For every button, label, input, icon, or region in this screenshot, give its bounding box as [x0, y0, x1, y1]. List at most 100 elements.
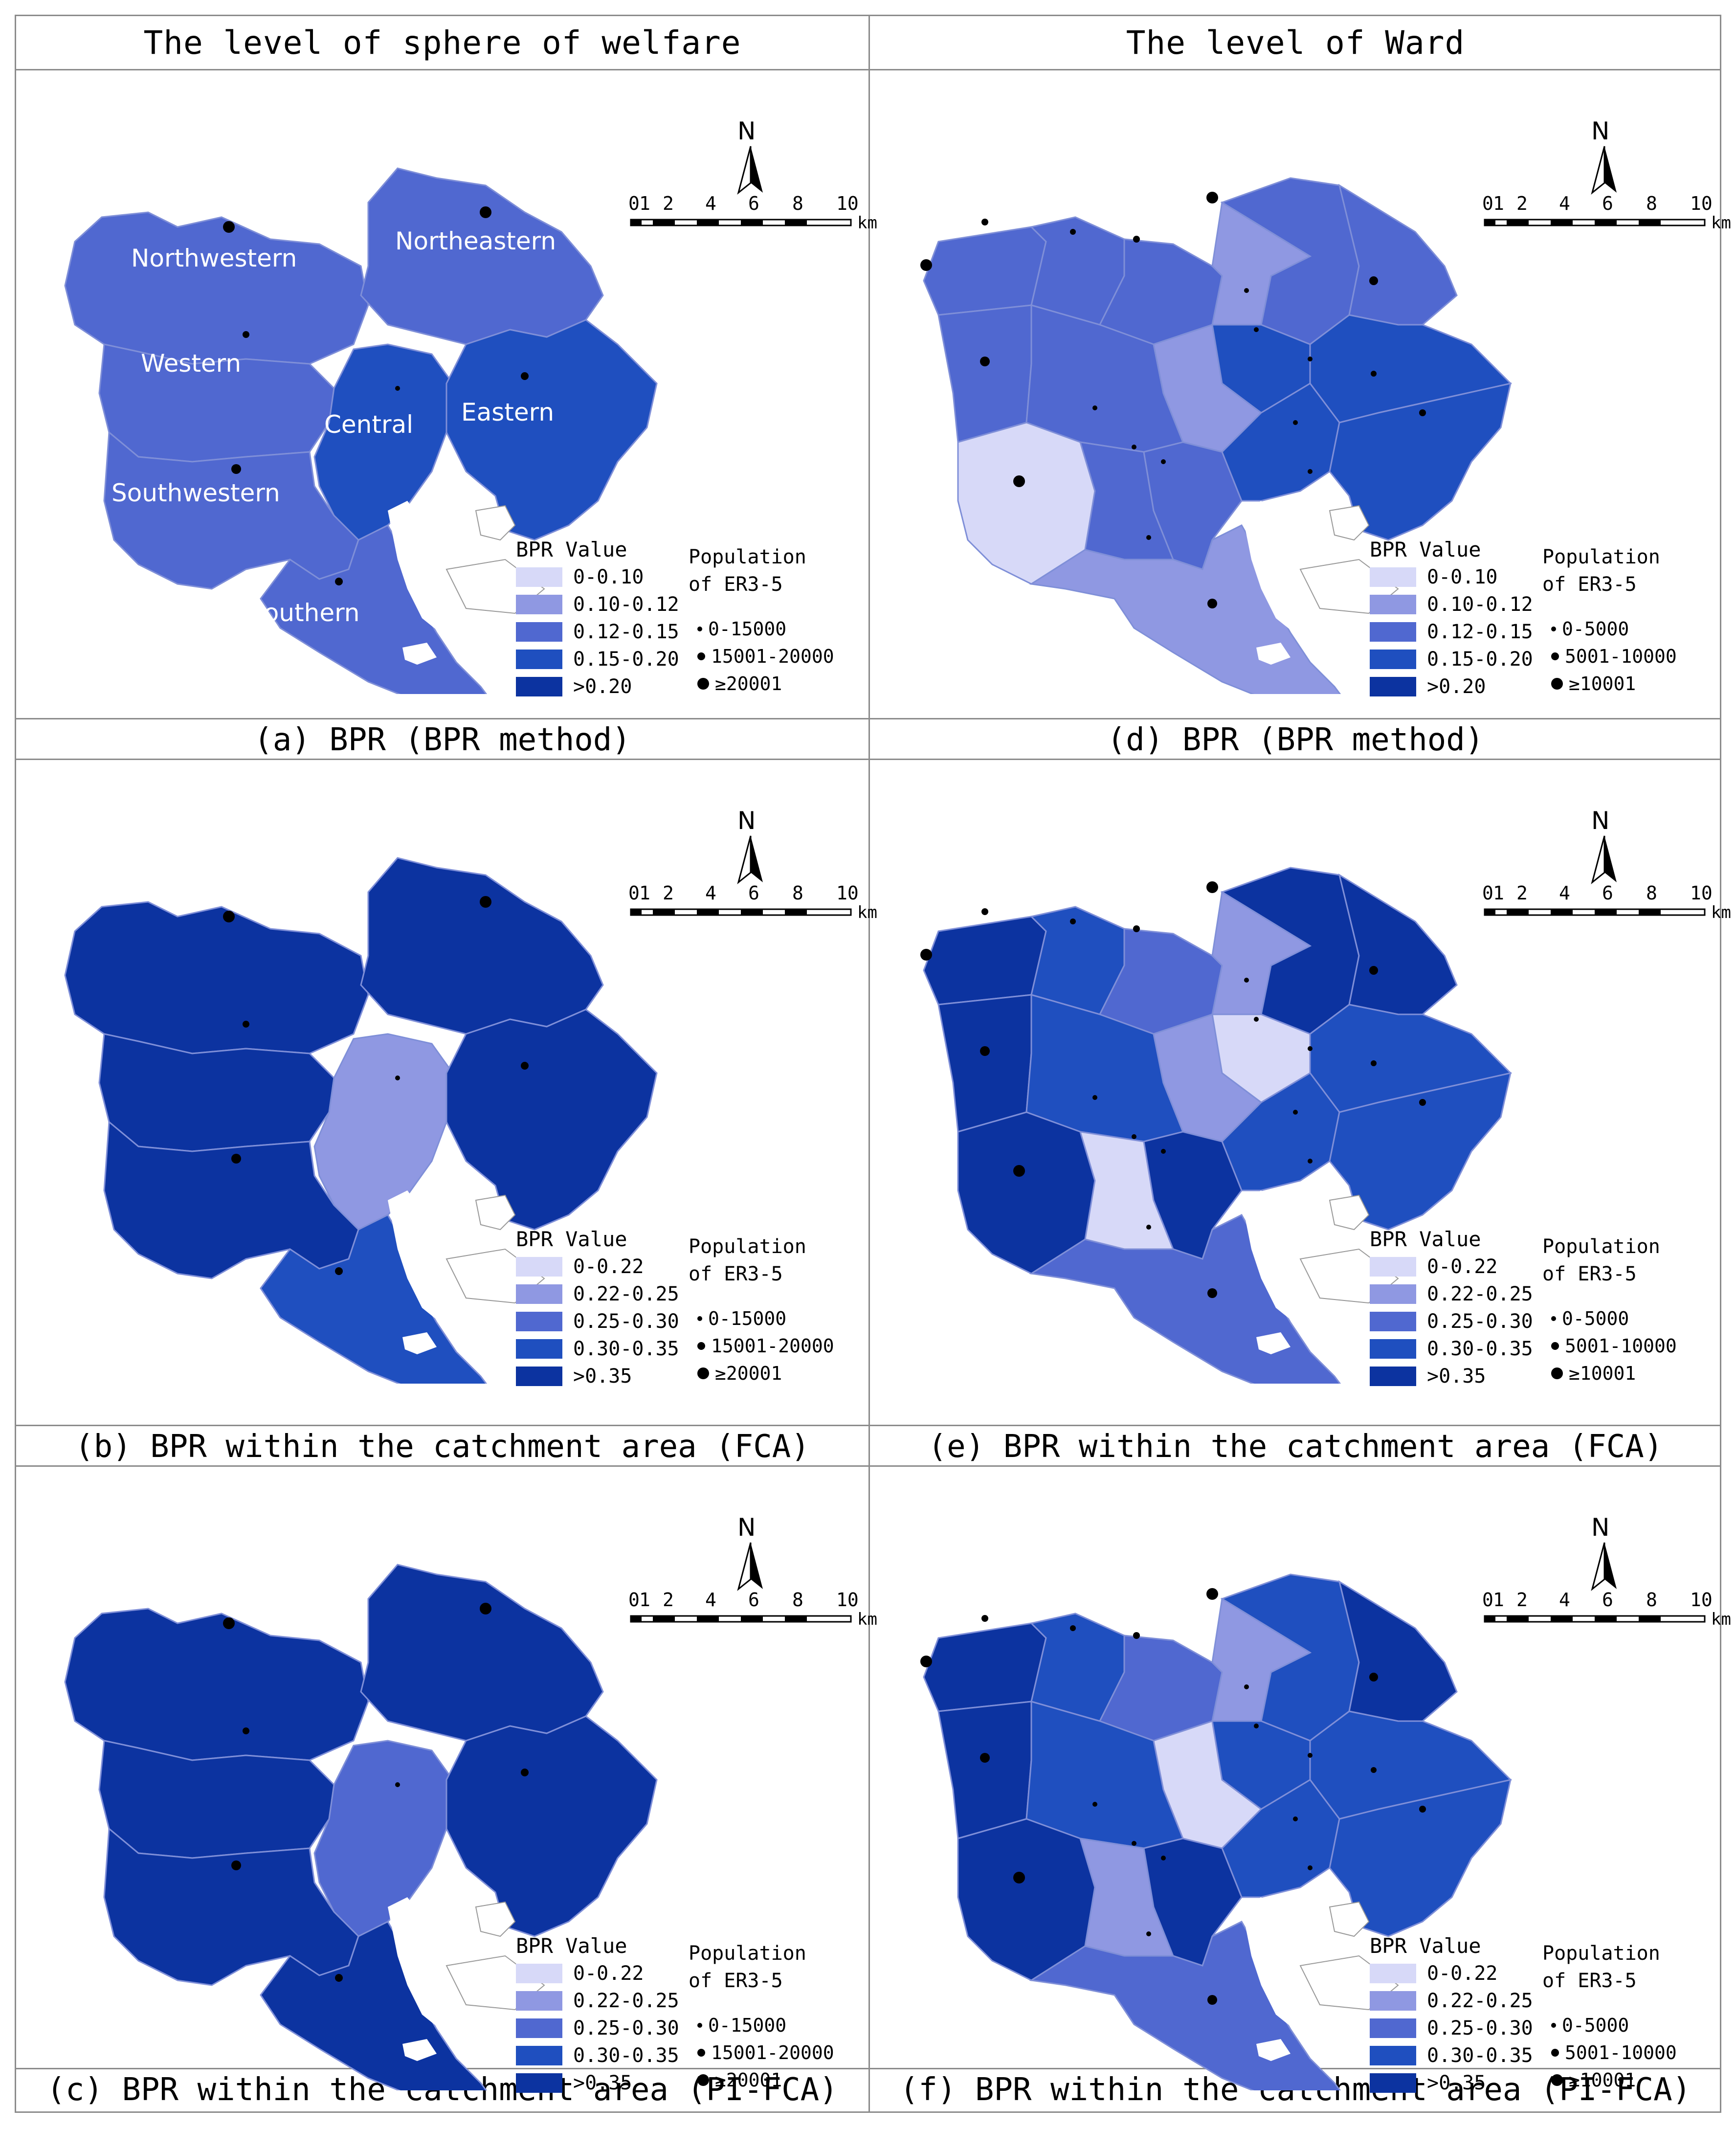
scale-tick-label: 4	[1559, 1589, 1570, 1611]
population-dot	[1419, 1099, 1426, 1106]
population-row: ≥10001	[1551, 673, 1636, 695]
population-dot	[1254, 1017, 1259, 1022]
region-eastern	[445, 319, 658, 541]
scale-tick-label: 4	[705, 193, 716, 214]
scale-tick-label: 10	[836, 1589, 859, 1611]
population-dot-icon	[697, 1367, 709, 1379]
legend-swatch	[1370, 595, 1416, 614]
population-dot	[981, 219, 988, 225]
population-dot	[1146, 535, 1151, 540]
population-dot	[1161, 459, 1166, 464]
legend-row: 0-0.10	[1370, 566, 1498, 588]
legend-swatch	[516, 2073, 562, 2093]
legend-row: 0.30-0.35	[516, 2044, 679, 2067]
legend-label: 0.15-0.20	[573, 648, 679, 671]
population-row: 0-5000	[1551, 2015, 1629, 2036]
population-dot	[223, 221, 235, 233]
legend-row: >0.35	[1370, 1365, 1486, 1388]
ward-polygon	[1329, 1072, 1512, 1231]
scale-tick-label: 1	[1493, 882, 1504, 904]
population-label: 0-15000	[708, 1308, 787, 1329]
legend-row: 0-0.22	[516, 1962, 644, 1985]
population-dot	[1132, 1134, 1136, 1139]
legend-label: 0.22-0.25	[573, 1283, 679, 1305]
population-dot	[1293, 420, 1298, 425]
population-label: 0-5000	[1562, 1308, 1629, 1329]
population-dot	[223, 911, 235, 922]
scale-tick-label: 0	[1482, 882, 1493, 904]
legend-title: BPR Value	[516, 538, 627, 561]
scale-unit-label: km	[857, 1610, 877, 1629]
population-title-2: of ER3-5	[1542, 573, 1637, 596]
population-dot	[980, 1753, 990, 1763]
north-arrow-icon	[1591, 146, 1617, 195]
population-row: 15001-20000	[697, 1335, 834, 1357]
legend-swatch	[1370, 650, 1416, 669]
legend-label: 0.10-0.12	[1427, 593, 1533, 616]
north-label: N	[1591, 807, 1610, 835]
population-dot	[1070, 919, 1076, 924]
legend-label: 0-0.10	[573, 566, 644, 588]
map-panel-a: Northwestern Northeastern Western Central Ea…	[16, 70, 877, 698]
legend-row: >0.35	[1370, 2072, 1486, 2094]
ward-polygon	[937, 1701, 1032, 1839]
legend-swatch	[1370, 622, 1416, 642]
legend-row: 0-0.10	[516, 566, 644, 588]
figure-panel: The level of sphere of welfare The level…	[15, 15, 1731, 2113]
population-dot-icon	[697, 2074, 709, 2086]
legend-title: BPR Value	[516, 1227, 627, 1251]
legend-row: 0.25-0.30	[516, 2017, 679, 2039]
population-label: ≥10001	[1569, 2069, 1636, 2091]
scale-bar	[630, 219, 852, 226]
population-dot-icon	[1551, 2023, 1556, 2028]
population-dot	[920, 1656, 932, 1667]
legend-row: 0.12-0.15	[516, 621, 679, 643]
population-row: 15001-20000	[697, 646, 834, 667]
legend-row: >0.20	[516, 675, 632, 698]
legend-label: 0.25-0.30	[573, 2017, 679, 2039]
population-label: 15001-20000	[711, 1335, 834, 1357]
scale-tick-label: 8	[1646, 882, 1657, 904]
population-row: 5001-10000	[1551, 2042, 1677, 2063]
population-title-2: of ER3-5	[1542, 1263, 1637, 1285]
region-northeastern	[360, 167, 604, 345]
population-dot	[231, 464, 241, 474]
population-dot-icon	[1551, 627, 1556, 631]
population-dot	[1254, 1724, 1259, 1728]
legend-row: 0.25-0.30	[1370, 1310, 1533, 1333]
ward-polygon	[1329, 1779, 1512, 1937]
legend-label: >0.20	[1427, 675, 1486, 698]
header-right: The level of Ward	[1126, 23, 1465, 62]
population-dot	[1371, 1767, 1377, 1773]
scale-tick-label: 6	[1602, 193, 1613, 214]
population-label: ≥10001	[1569, 673, 1636, 695]
population-label: ≥20001	[715, 1363, 782, 1384]
legend-swatch	[1370, 1964, 1416, 1983]
ward-polygon	[1338, 1580, 1458, 1722]
choropleth-map	[64, 1564, 658, 2090]
region-label: Western	[141, 349, 242, 378]
scale-tick-label: 2	[1516, 1589, 1528, 1611]
scale-tick-label: 6	[748, 1589, 759, 1611]
scale-tick-label: 8	[792, 1589, 803, 1611]
population-dot	[335, 578, 343, 585]
region-label: Eastern	[461, 398, 555, 426]
legend-row: 0.15-0.20	[1370, 648, 1533, 671]
legend-label: 0.22-0.25	[1427, 1283, 1533, 1305]
population-row: 5001-10000	[1551, 1335, 1677, 1357]
legend-label: 0.10-0.12	[573, 593, 679, 616]
north-arrow-icon	[737, 146, 763, 195]
north-arrow-icon	[737, 835, 763, 885]
population-title-2: of ER3-5	[1542, 1970, 1637, 1992]
legend-swatch	[516, 1339, 562, 1359]
caption-a: (a) BPR (BPR method)	[254, 722, 631, 758]
region-eastern	[445, 1008, 658, 1231]
population-row: ≥20001	[697, 2069, 782, 2091]
population-dot	[480, 206, 491, 218]
population-dot-icon	[1551, 1316, 1556, 1321]
population-dot	[521, 1062, 529, 1070]
scale-tick-label: 1	[639, 193, 650, 214]
population-dot	[1146, 1931, 1151, 1936]
scale-tick-label: 10	[1690, 193, 1713, 214]
caption-d: (d) BPR (BPR method)	[1107, 722, 1484, 758]
